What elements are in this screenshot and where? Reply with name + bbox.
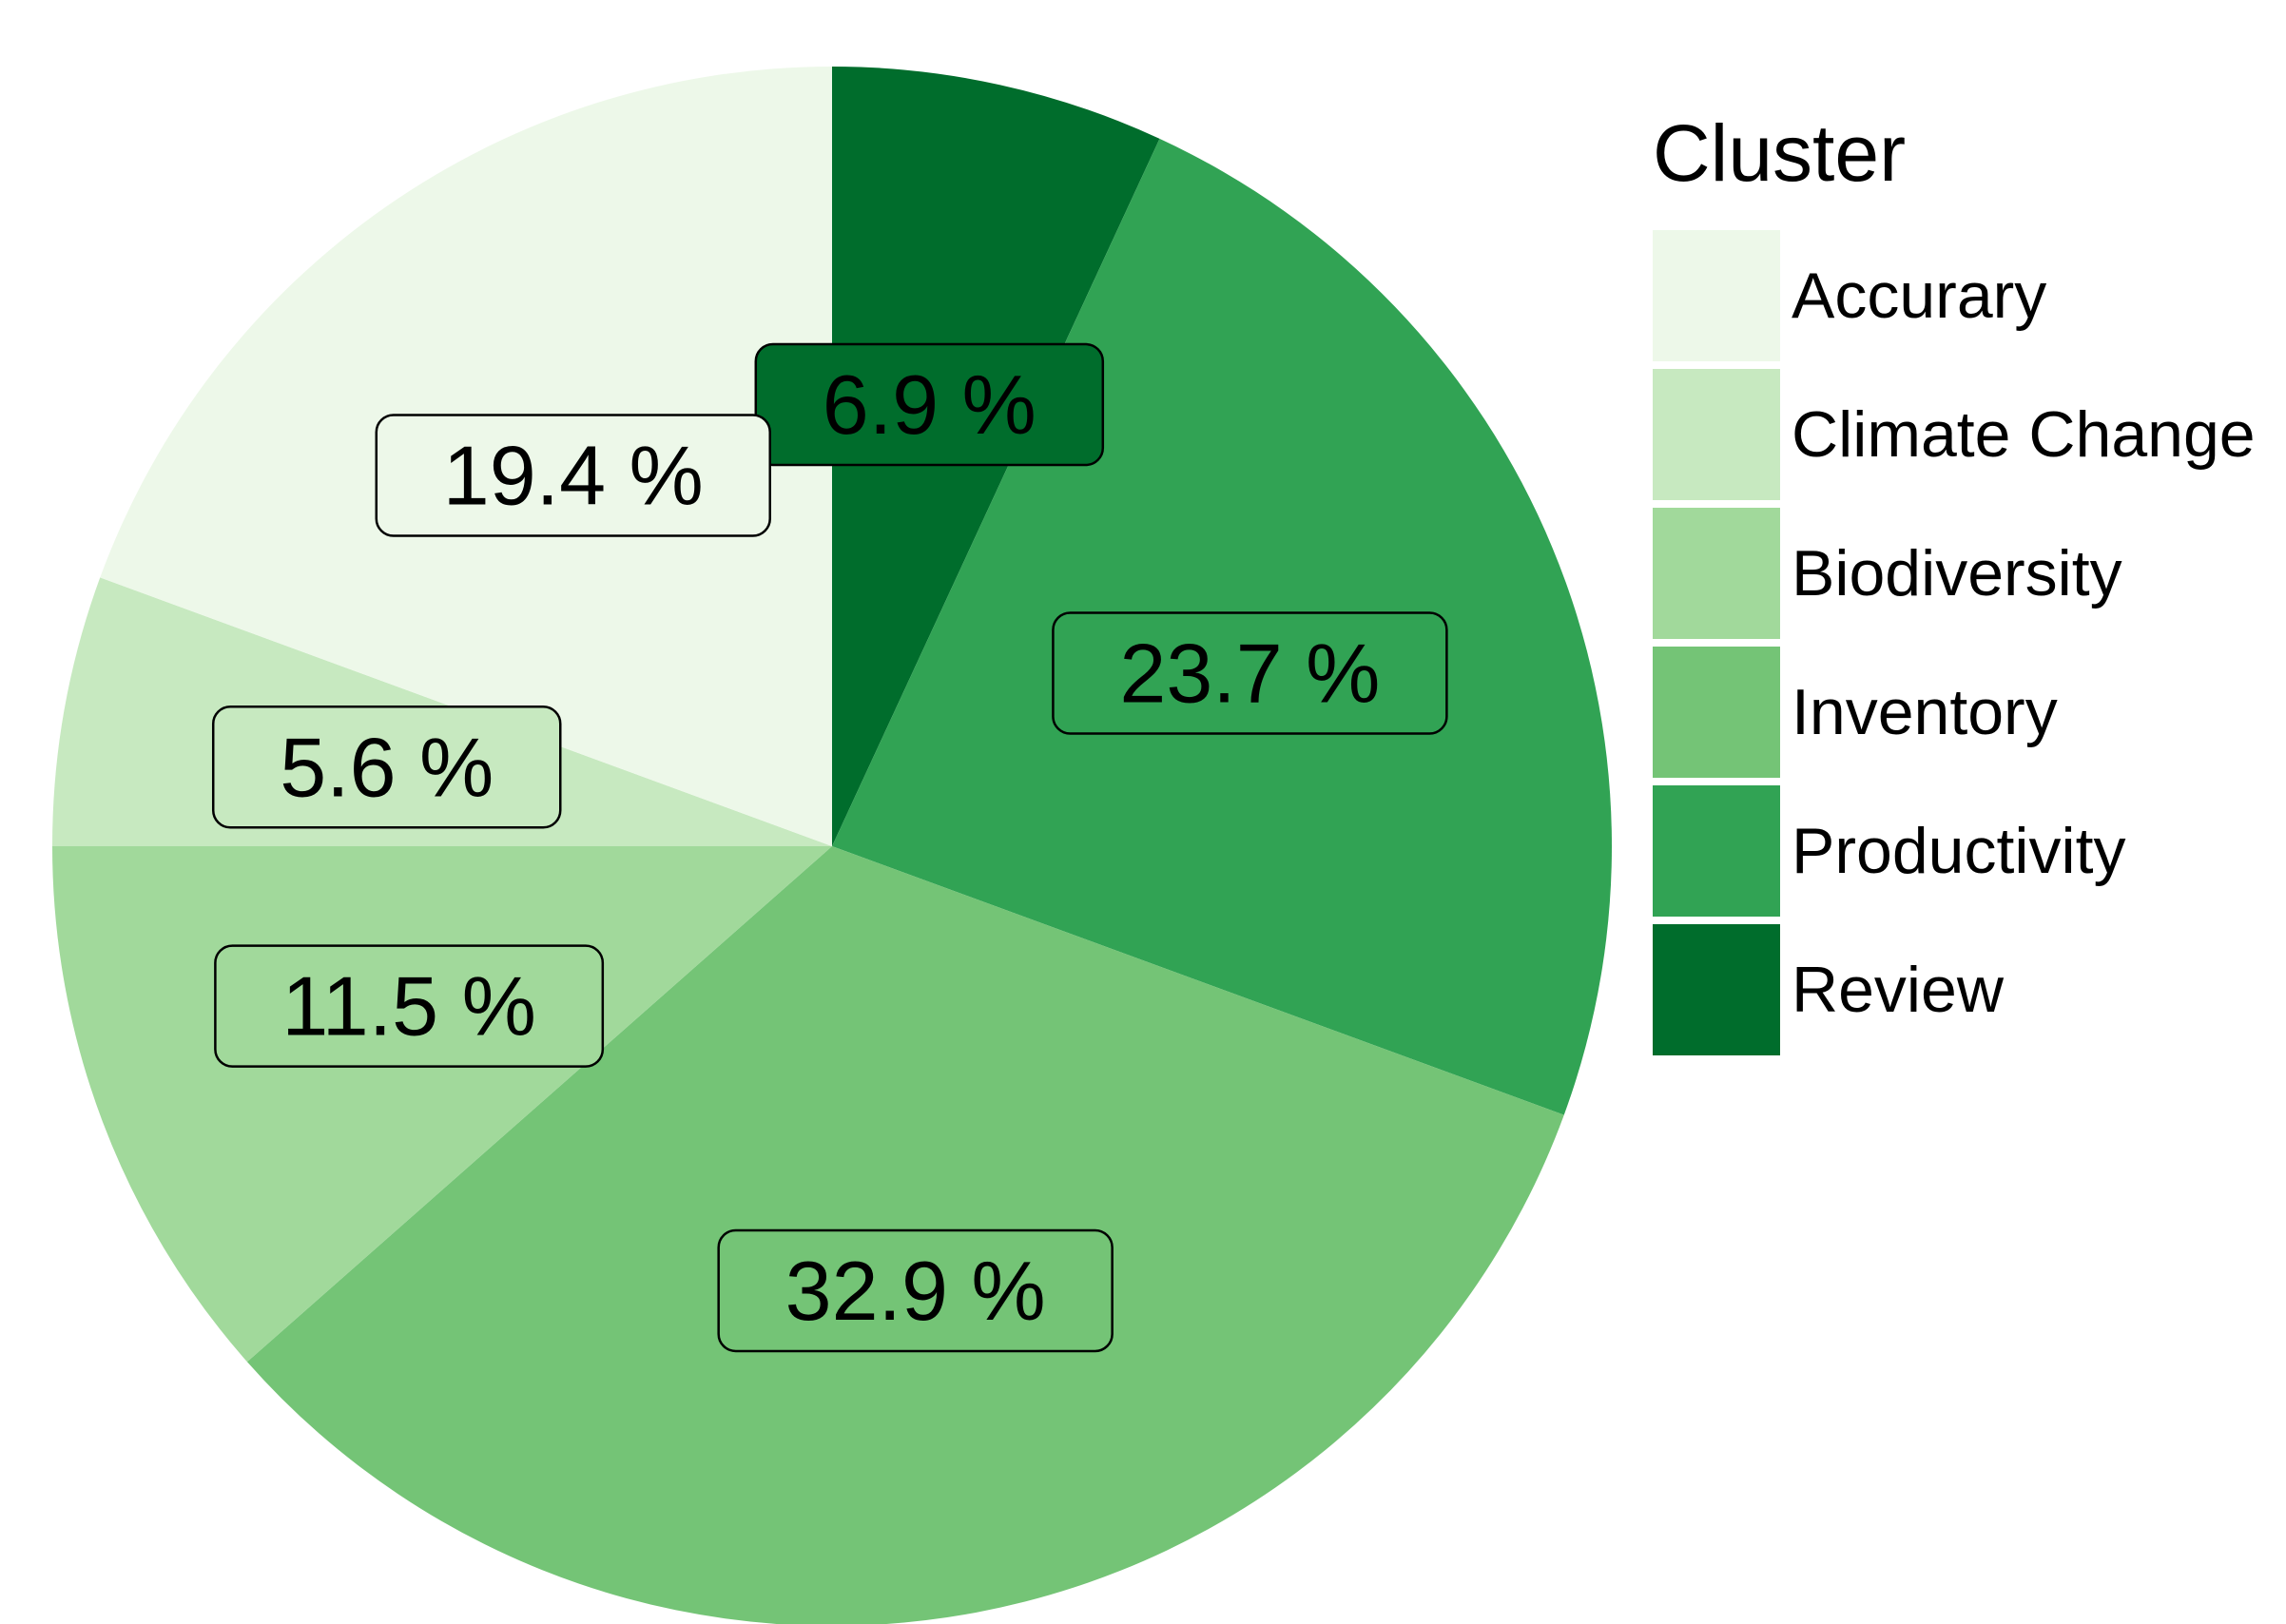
legend-label-accurary: Accurary	[1792, 260, 2046, 332]
slice-label-biodiversity: 11.5 %	[214, 944, 605, 1068]
slice-label-box	[1052, 611, 1448, 735]
legend-label-climate-change: Climate Change	[1792, 398, 2256, 471]
slice-label-box	[375, 414, 771, 537]
slice-label-box	[214, 944, 605, 1068]
slice-label-text: 5.6 %	[280, 720, 494, 814]
slice-label-review: 6.9 %	[754, 342, 1105, 467]
legend-key-review	[1653, 924, 1780, 1055]
legend-label-productivity: Productivity	[1792, 815, 2125, 887]
slice-label-text: 11.5 %	[281, 959, 535, 1054]
slice-label-box	[754, 342, 1105, 467]
pie-slices	[52, 67, 1612, 1624]
legend-key-accurary	[1653, 230, 1780, 361]
slice-label-text: 19.4 %	[443, 429, 704, 523]
slice-label-accurary: 19.4 %	[375, 414, 771, 537]
slice-label-productivity: 23.7 %	[1052, 611, 1448, 735]
legend: Cluster Accurary Climate Change Biodiversi…	[1653, 108, 2256, 1055]
legend-key-climate-change	[1653, 369, 1780, 500]
slice-label-box	[717, 1228, 1114, 1353]
slice-label-climate-change: 5.6 %	[211, 706, 562, 829]
legend-key-biodiversity	[1653, 508, 1780, 639]
legend-title: Cluster	[1653, 108, 1906, 198]
slice-label-text: 6.9 %	[823, 358, 1036, 452]
legend-key-inventory	[1653, 647, 1780, 778]
legend-label-review: Review	[1792, 954, 2005, 1026]
slice-label-text: 23.7 %	[1119, 626, 1380, 720]
legend-key-productivity	[1653, 785, 1780, 917]
slice-label-text: 32.9 %	[785, 1244, 1046, 1338]
slice-label-box	[211, 706, 562, 829]
legend-label-inventory: Inventory	[1792, 676, 2058, 748]
slice-labels: 6.9 % 23.7 % 32.9 % 11.5 % 5.6 % 19.4 %	[211, 342, 1448, 1353]
legend-label-biodiversity: Biodiversity	[1792, 537, 2122, 609]
slice-label-inventory: 32.9 %	[717, 1228, 1114, 1353]
